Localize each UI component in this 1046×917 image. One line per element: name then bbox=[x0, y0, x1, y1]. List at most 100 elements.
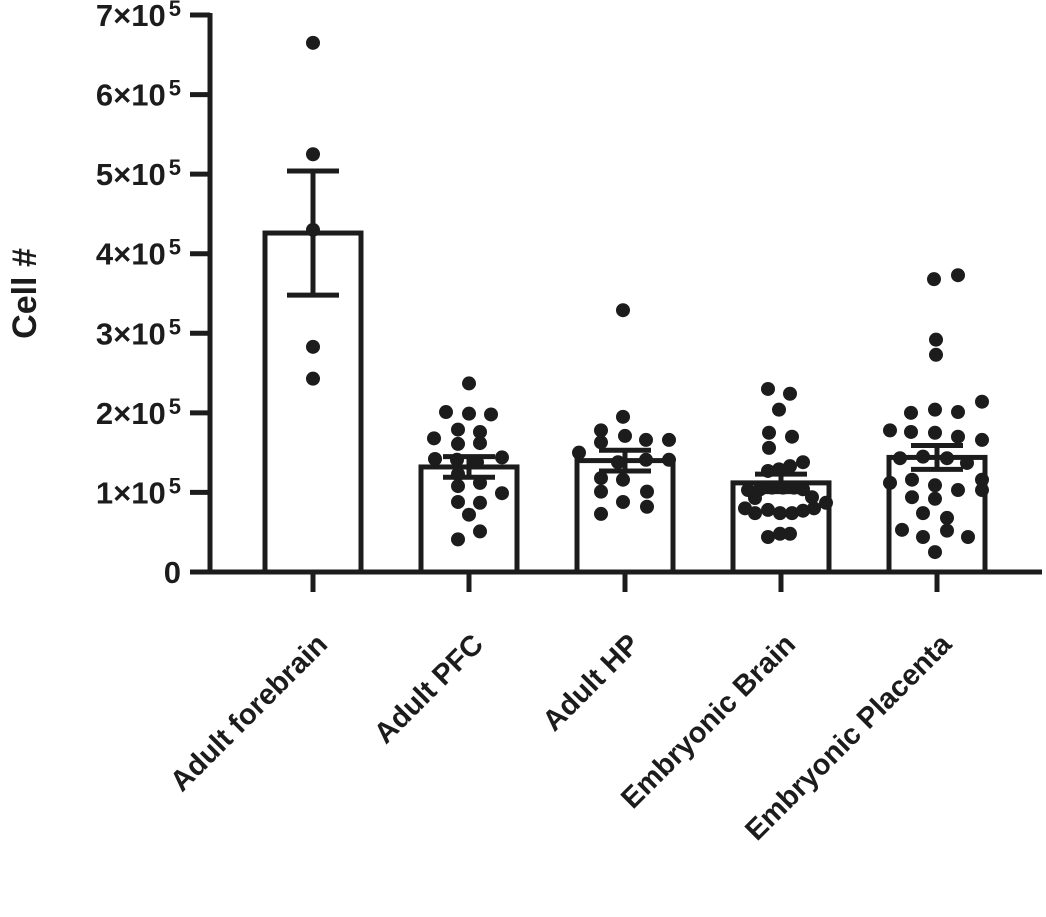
data-point bbox=[748, 490, 762, 505]
data-point bbox=[611, 455, 625, 470]
data-point bbox=[940, 523, 954, 538]
data-point bbox=[572, 445, 586, 460]
y-tick-label: 2×10 5 bbox=[96, 394, 181, 431]
data-point bbox=[427, 431, 441, 446]
data-point bbox=[495, 486, 509, 501]
data-point bbox=[928, 545, 942, 560]
data-point bbox=[306, 147, 320, 162]
data-point bbox=[975, 432, 989, 447]
data-point bbox=[450, 452, 464, 467]
data-point bbox=[765, 480, 779, 495]
data-point bbox=[975, 472, 989, 487]
data-point bbox=[470, 455, 484, 470]
data-point bbox=[928, 478, 942, 493]
data-point bbox=[616, 303, 630, 318]
data-point bbox=[306, 371, 320, 386]
data-point bbox=[462, 406, 476, 421]
data-point bbox=[951, 268, 965, 283]
data-point bbox=[306, 222, 320, 237]
data-point bbox=[893, 451, 907, 466]
data-point bbox=[773, 506, 787, 521]
data-point bbox=[916, 529, 930, 544]
y-tick-label: 6×10 5 bbox=[96, 76, 181, 113]
data-point bbox=[594, 471, 608, 486]
data-point bbox=[951, 483, 965, 498]
data-point bbox=[951, 429, 965, 444]
data-point bbox=[306, 35, 320, 50]
data-point bbox=[883, 423, 897, 438]
data-point bbox=[616, 494, 630, 509]
data-point bbox=[495, 450, 509, 465]
data-point bbox=[807, 501, 821, 516]
data-point bbox=[640, 484, 654, 499]
data-point bbox=[761, 529, 775, 544]
data-point bbox=[773, 526, 787, 541]
data-point bbox=[451, 422, 465, 437]
data-point bbox=[929, 332, 943, 347]
data-point bbox=[473, 524, 487, 539]
data-point bbox=[904, 424, 918, 439]
data-point bbox=[819, 495, 833, 510]
data-point bbox=[951, 405, 965, 420]
data-point bbox=[783, 459, 797, 474]
data-point bbox=[616, 409, 630, 424]
data-point bbox=[594, 435, 608, 450]
data-point bbox=[927, 272, 941, 287]
data-point bbox=[439, 405, 453, 420]
data-point bbox=[916, 449, 930, 464]
x-category-label-adult-forebrain: Adult forebrain bbox=[164, 628, 334, 798]
data-point bbox=[772, 402, 786, 417]
data-point bbox=[905, 490, 919, 505]
data-point bbox=[473, 436, 487, 451]
data-point bbox=[928, 491, 942, 506]
data-point bbox=[762, 425, 776, 440]
data-point bbox=[975, 483, 989, 498]
data-point bbox=[662, 452, 676, 467]
data-point bbox=[428, 452, 442, 467]
data-point bbox=[473, 495, 487, 510]
data-point bbox=[776, 480, 790, 495]
data-point bbox=[462, 376, 476, 391]
data-point bbox=[761, 502, 775, 517]
data-point bbox=[905, 472, 919, 487]
data-point bbox=[785, 429, 799, 444]
data-point bbox=[762, 440, 776, 455]
y-tick-label: 0 bbox=[164, 555, 181, 590]
data-point bbox=[306, 339, 320, 354]
data-point bbox=[639, 452, 653, 467]
data-point bbox=[761, 381, 775, 396]
data-point bbox=[940, 510, 954, 525]
data-point bbox=[473, 475, 487, 490]
data-point bbox=[451, 532, 465, 547]
data-point bbox=[929, 347, 943, 362]
y-tick-label: 1×10 5 bbox=[96, 473, 181, 510]
x-category-label-embryonic-brain: Embryonic Brain bbox=[615, 628, 802, 815]
data-point bbox=[639, 432, 653, 447]
data-point bbox=[451, 479, 465, 494]
data-point bbox=[796, 455, 810, 470]
data-point bbox=[928, 425, 942, 440]
data-point bbox=[904, 405, 918, 420]
y-tick-label: 3×10 5 bbox=[96, 314, 181, 351]
data-point bbox=[451, 436, 465, 451]
x-category-label-adult-hp: Adult HP bbox=[537, 628, 646, 737]
data-point bbox=[662, 432, 676, 447]
data-point bbox=[473, 424, 487, 439]
data-point bbox=[640, 499, 654, 514]
data-point bbox=[616, 472, 630, 487]
data-point bbox=[916, 506, 930, 521]
data-point bbox=[484, 407, 498, 422]
data-point bbox=[618, 428, 632, 443]
data-point bbox=[594, 484, 608, 499]
data-point bbox=[961, 529, 975, 544]
y-tick-label: 5×10 5 bbox=[96, 155, 181, 192]
data-point bbox=[796, 503, 810, 518]
data-point bbox=[805, 490, 819, 505]
data-point bbox=[451, 467, 465, 482]
y-tick-label: 4×10 5 bbox=[96, 235, 181, 272]
data-point bbox=[883, 475, 897, 490]
y-tick-label: 7×10 5 bbox=[96, 0, 181, 33]
data-point bbox=[783, 386, 797, 401]
